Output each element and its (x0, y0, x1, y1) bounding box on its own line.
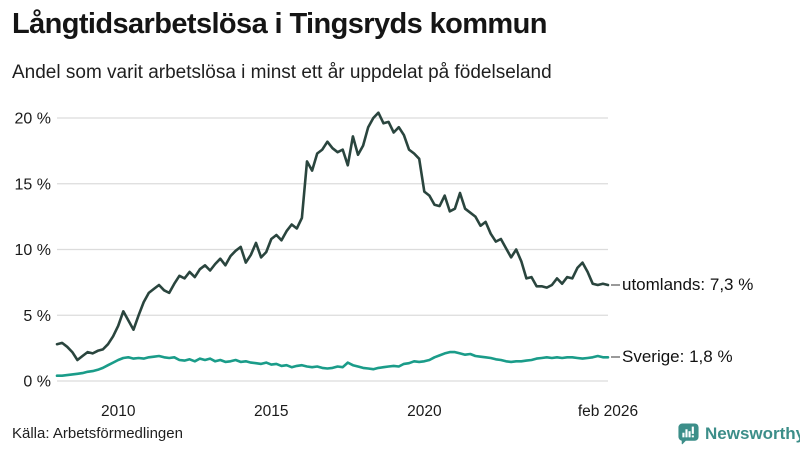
svg-text:feb 2026: feb 2026 (578, 403, 638, 420)
sverige-label-dash (611, 356, 620, 359)
svg-text:2010: 2010 (101, 403, 136, 420)
chart-series (55, 111, 610, 378)
sverige-series-label: Sverige: 1,8 % (622, 347, 733, 367)
gridlines (57, 117, 608, 382)
page-title: Långtidsarbetslösa i Tingsryds kommun (12, 8, 547, 40)
axis-labels: 0 % 5 % 10 % 15 % 20 % 2010 2015 2020 feb 2026 (15, 111, 639, 421)
newsworthy-logo: Newsworthy (677, 422, 800, 445)
source-attribution: Källa: Arbetsförmedlingen (12, 425, 183, 442)
svg-text:10 %: 10 % (15, 242, 51, 259)
utomlands-label-dash (611, 284, 620, 286)
newsworthy-bubble-chart-icon (677, 422, 700, 445)
svg-text:2015: 2015 (254, 403, 288, 420)
chart-subtitle: Andel som varit arbetslösa i minst ett å… (12, 62, 552, 83)
svg-text:20 %: 20 % (15, 111, 51, 128)
svg-text:5 %: 5 % (23, 308, 51, 325)
svg-text:0 %: 0 % (23, 374, 51, 391)
svg-text:2020: 2020 (407, 403, 442, 420)
newsworthy-logo-text: Newsworthy (705, 423, 800, 443)
utomlands-series-label: utomlands: 7,3 % (622, 275, 754, 294)
svg-text:15 %: 15 % (15, 176, 51, 193)
